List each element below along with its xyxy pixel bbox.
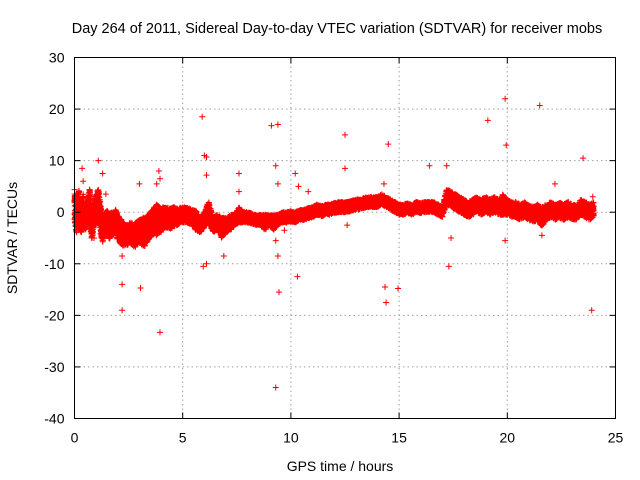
chart-title: Day 264 of 2011, Sidereal Day-to-day VTE…	[72, 21, 603, 37]
grid-lines	[74, 57, 616, 419]
data-point	[80, 193, 87, 200]
data-points	[71, 95, 597, 391]
data-point	[89, 229, 96, 236]
data-point	[76, 188, 83, 195]
